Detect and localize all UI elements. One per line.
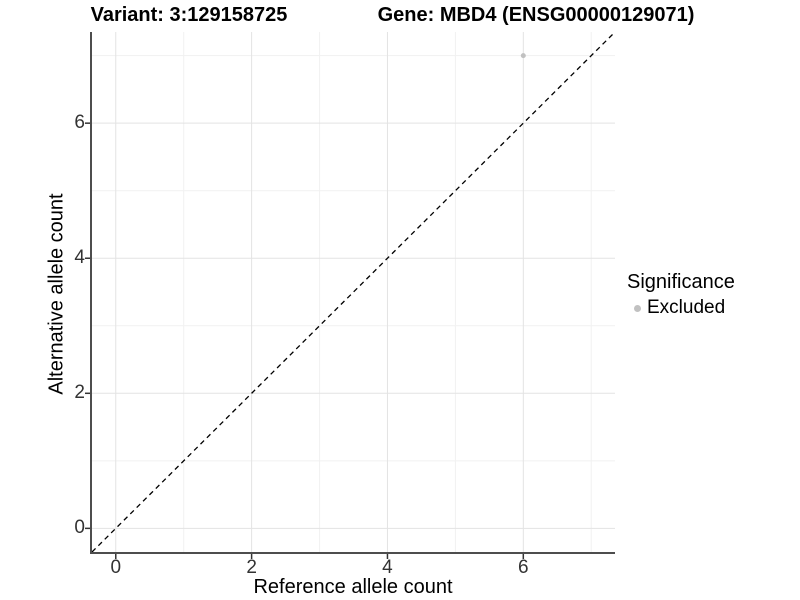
legend: Significance Excluded xyxy=(627,271,735,319)
x-tick-label: 6 xyxy=(518,557,529,578)
x-tick-label: 4 xyxy=(382,557,393,578)
x-axis-title: Reference allele count xyxy=(253,576,453,598)
legend-title: Significance xyxy=(627,271,735,293)
data-point xyxy=(520,53,526,59)
y-tick-label: 4 xyxy=(74,247,85,269)
y-tick-label: 6 xyxy=(74,112,85,134)
y-tick-label: 0 xyxy=(74,517,85,539)
y-axis-title: Alternative allele count xyxy=(45,193,68,395)
x-tick-label: 2 xyxy=(246,557,257,578)
gene-title: Gene: MBD4 (ENSG00000129071) xyxy=(377,4,695,26)
variant-title: Variant: 3:129158725 xyxy=(90,4,288,26)
legend-key-dot-icon xyxy=(634,304,641,312)
legend-item: Excluded xyxy=(627,297,735,319)
y-tick-label: 2 xyxy=(74,382,85,404)
legend-item-label: Excluded xyxy=(647,297,726,318)
x-tick-label: 0 xyxy=(110,557,122,578)
identity-dashed-line xyxy=(91,31,616,553)
legend-items: Excluded xyxy=(627,297,735,319)
